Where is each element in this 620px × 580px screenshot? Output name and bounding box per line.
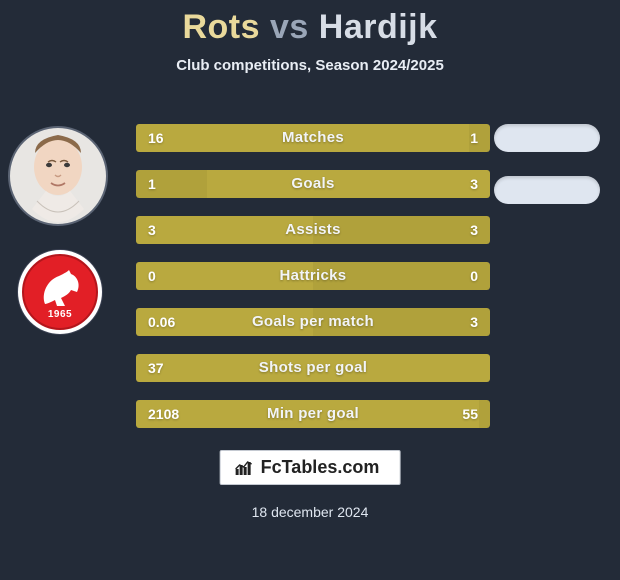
right-column: [494, 124, 604, 228]
face-icon: [15, 131, 101, 226]
stat-label: Hattricks: [136, 262, 490, 290]
player1-name: Rots: [182, 8, 260, 46]
stat-label: Goals: [136, 170, 490, 198]
footer-date: 18 december 2024: [0, 504, 620, 520]
club-year: 1965: [22, 309, 98, 320]
stat-label: Shots per goal: [136, 354, 490, 382]
stat-row: 13Goals: [136, 170, 490, 198]
subtitle: Club competitions, Season 2024/2025: [0, 57, 620, 74]
chart-icon: [235, 460, 255, 476]
stat-row: 161Matches: [136, 124, 490, 152]
stat-label: Goals per match: [136, 308, 490, 336]
club-badge: 1965: [18, 250, 102, 334]
player2-avatar-placeholder: [494, 124, 600, 152]
left-column: 1965: [8, 126, 112, 334]
player2-name: Hardijk: [319, 8, 438, 46]
stat-row: 210855Min per goal: [136, 400, 490, 428]
player2-club-placeholder: [494, 176, 600, 204]
stat-row: 00Hattricks: [136, 262, 490, 290]
stat-row: 37Shots per goal: [136, 354, 490, 382]
header: Rots vs Hardijk Club competitions, Seaso…: [0, 0, 620, 74]
horse-icon: [37, 270, 83, 310]
brand-badge[interactable]: FcTables.com: [220, 450, 401, 485]
stat-label: Assists: [136, 216, 490, 244]
stat-label: Matches: [136, 124, 490, 152]
player1-avatar: [8, 126, 108, 226]
comparison-title: Rots vs Hardijk: [0, 8, 620, 47]
stat-row: 33Assists: [136, 216, 490, 244]
vs-text: vs: [270, 8, 309, 46]
stat-row: 0.063Goals per match: [136, 308, 490, 336]
brand-text: FcTables.com: [261, 457, 380, 478]
stat-label: Min per goal: [136, 400, 490, 428]
stats-bars: 161Matches 13Goals 33Assists 00Hattricks 0.0…: [136, 124, 490, 446]
